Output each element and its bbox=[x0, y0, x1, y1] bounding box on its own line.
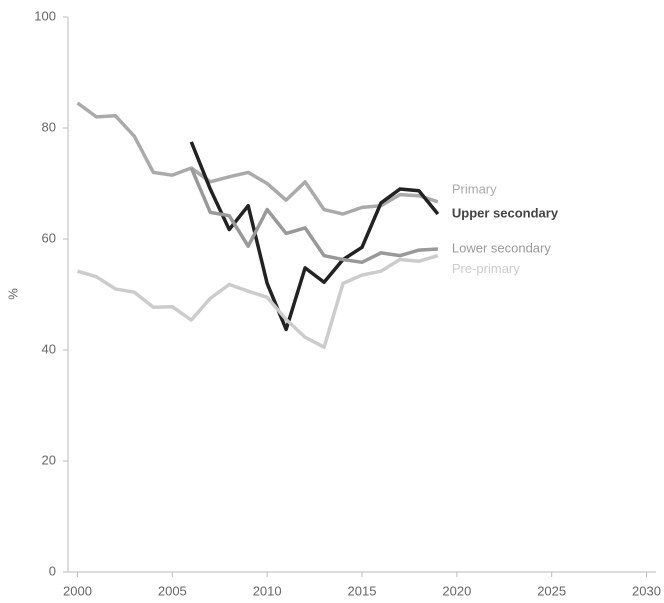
y-tick-label: 20 bbox=[42, 452, 56, 467]
y-tick-label: 100 bbox=[34, 8, 56, 23]
x-tick-label: 2005 bbox=[158, 583, 187, 598]
y-tick-label: 60 bbox=[42, 230, 56, 245]
x-tick-label: 2000 bbox=[63, 583, 92, 598]
y-axis-label: % bbox=[5, 288, 20, 300]
series-line bbox=[189, 167, 438, 265]
series-label: Pre-primary bbox=[452, 261, 520, 276]
series-label: Primary bbox=[452, 181, 497, 196]
x-tick-label: 2030 bbox=[632, 583, 661, 598]
y-tick-label: 40 bbox=[42, 341, 56, 356]
x-tick-label: 2015 bbox=[348, 583, 377, 598]
y-tick-label: 0 bbox=[49, 563, 56, 578]
series-line bbox=[76, 253, 439, 349]
y-tick-label: 80 bbox=[42, 119, 56, 134]
x-tick-label: 2025 bbox=[537, 583, 566, 598]
series-label: Upper secondary bbox=[452, 205, 559, 220]
series-label: Lower secondary bbox=[452, 240, 551, 255]
series-line bbox=[76, 101, 439, 216]
series-line bbox=[189, 141, 440, 332]
x-tick-label: 2020 bbox=[442, 583, 471, 598]
x-tick-label: 2010 bbox=[253, 583, 282, 598]
